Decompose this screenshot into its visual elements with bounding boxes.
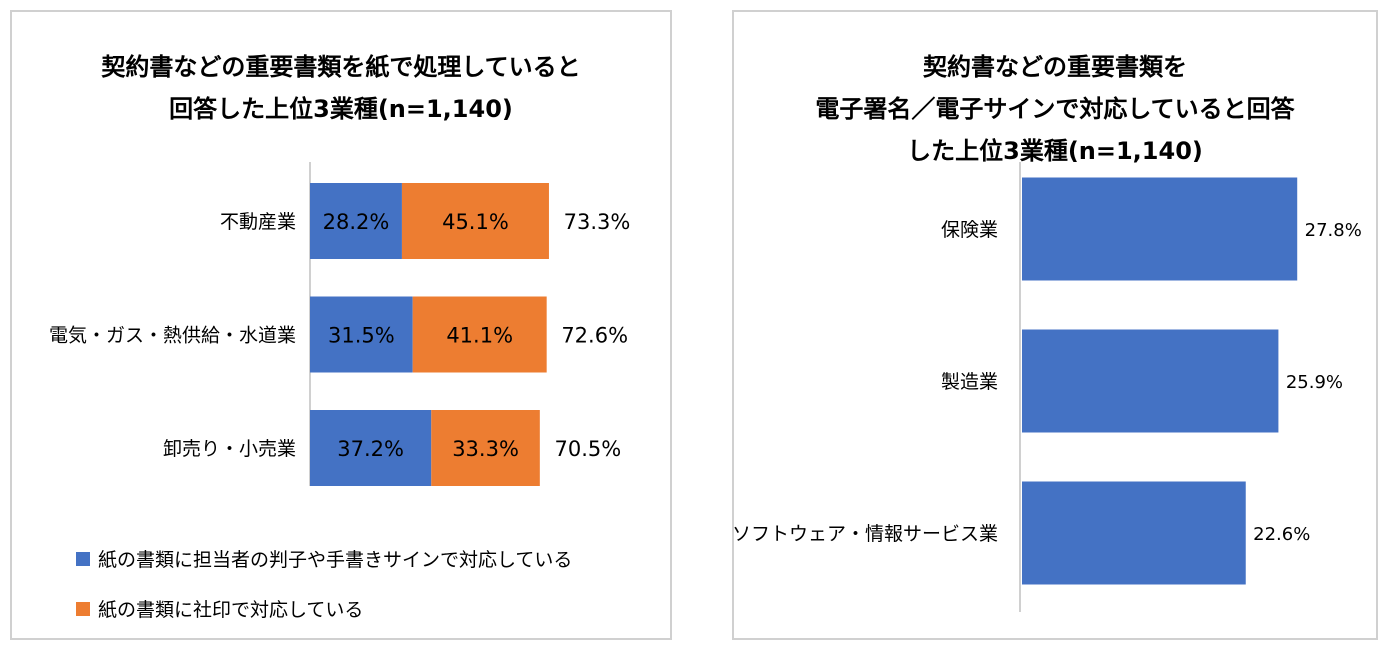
chart-panel-paper: 契約書などの重要書類を紙で処理していると 回答した上位3業種(n=1,140) … bbox=[10, 10, 672, 640]
chart-title: 契約書などの重要書類を 電子署名／電子サインで対応していると回答 した上位3業種… bbox=[734, 46, 1376, 172]
data-label: 41.1% bbox=[446, 324, 513, 348]
total-label: 70.5% bbox=[554, 437, 621, 461]
data-label: 22.6% bbox=[1253, 524, 1310, 545]
bar-segment-orange bbox=[412, 296, 547, 373]
category-label: 電気・ガス・熱供給・水道業 bbox=[49, 325, 296, 347]
chart-title-line-2: 回答した上位3業種(n=1,140) bbox=[169, 95, 513, 123]
bar-segment-orange bbox=[431, 410, 540, 486]
legend-swatch-blue bbox=[76, 551, 90, 566]
chart-title-line-2: 電子署名／電子サインで対応していると回答 bbox=[815, 95, 1295, 123]
bar bbox=[1022, 177, 1298, 281]
legend-item-series-2: 紙の書類に社印で対応している bbox=[76, 595, 363, 622]
total-label: 72.6% bbox=[561, 324, 628, 348]
chart-panel-electronic: 契約書などの重要書類を 電子署名／電子サインで対応していると回答 した上位3業種… bbox=[732, 10, 1378, 640]
bar-chart: 保険業 27.8% 製造業 25.9% ソフトウェア・情報サービス業 22.6% bbox=[734, 162, 1362, 612]
data-label: 45.1% bbox=[442, 210, 509, 234]
bar-segment-blue bbox=[310, 183, 402, 259]
bar-segment-blue bbox=[310, 410, 432, 486]
data-label: 27.8% bbox=[1305, 220, 1362, 241]
chart-title: 契約書などの重要書類を紙で処理していると 回答した上位3業種(n=1,140) bbox=[12, 46, 670, 130]
data-label: 37.2% bbox=[337, 437, 404, 461]
chart-title-line-3: した上位3業種(n=1,140) bbox=[907, 137, 1203, 165]
legend-label: 紙の書類に社印で対応している bbox=[98, 599, 364, 621]
data-label: 31.5% bbox=[328, 324, 395, 348]
chart-title-line-1: 契約書などの重要書類を紙で処理していると bbox=[101, 53, 581, 81]
bar-segment-orange bbox=[401, 183, 549, 259]
bar bbox=[1022, 481, 1246, 585]
category-label: 不動産業 bbox=[220, 211, 296, 233]
category-label: 卸売り・小売業 bbox=[163, 438, 296, 460]
category-label: 保険業 bbox=[941, 219, 998, 241]
legend-swatch-orange bbox=[76, 601, 90, 616]
bar bbox=[1022, 329, 1279, 433]
bar-segment-blue bbox=[310, 296, 413, 373]
data-label: 28.2% bbox=[323, 210, 390, 234]
data-label: 25.9% bbox=[1286, 372, 1343, 393]
chart-title-line-1: 契約書などの重要書類を bbox=[923, 53, 1187, 81]
category-label: 製造業 bbox=[941, 371, 998, 393]
data-label: 33.3% bbox=[452, 437, 519, 461]
category-label: ソフトウェア・情報サービス業 bbox=[734, 523, 998, 545]
stacked-bar-chart: 不動産業 28.2% 45.1% 73.3% 電気・ガス・熱供給・水道業 31.5% 41.… bbox=[49, 162, 631, 486]
legend-item-series-1: 紙の書類に担当者の判子や手書きサインで対応している bbox=[76, 545, 572, 572]
total-label: 73.3% bbox=[564, 210, 631, 234]
legend-label: 紙の書類に担当者の判子や手書きサインで対応している bbox=[98, 549, 573, 571]
